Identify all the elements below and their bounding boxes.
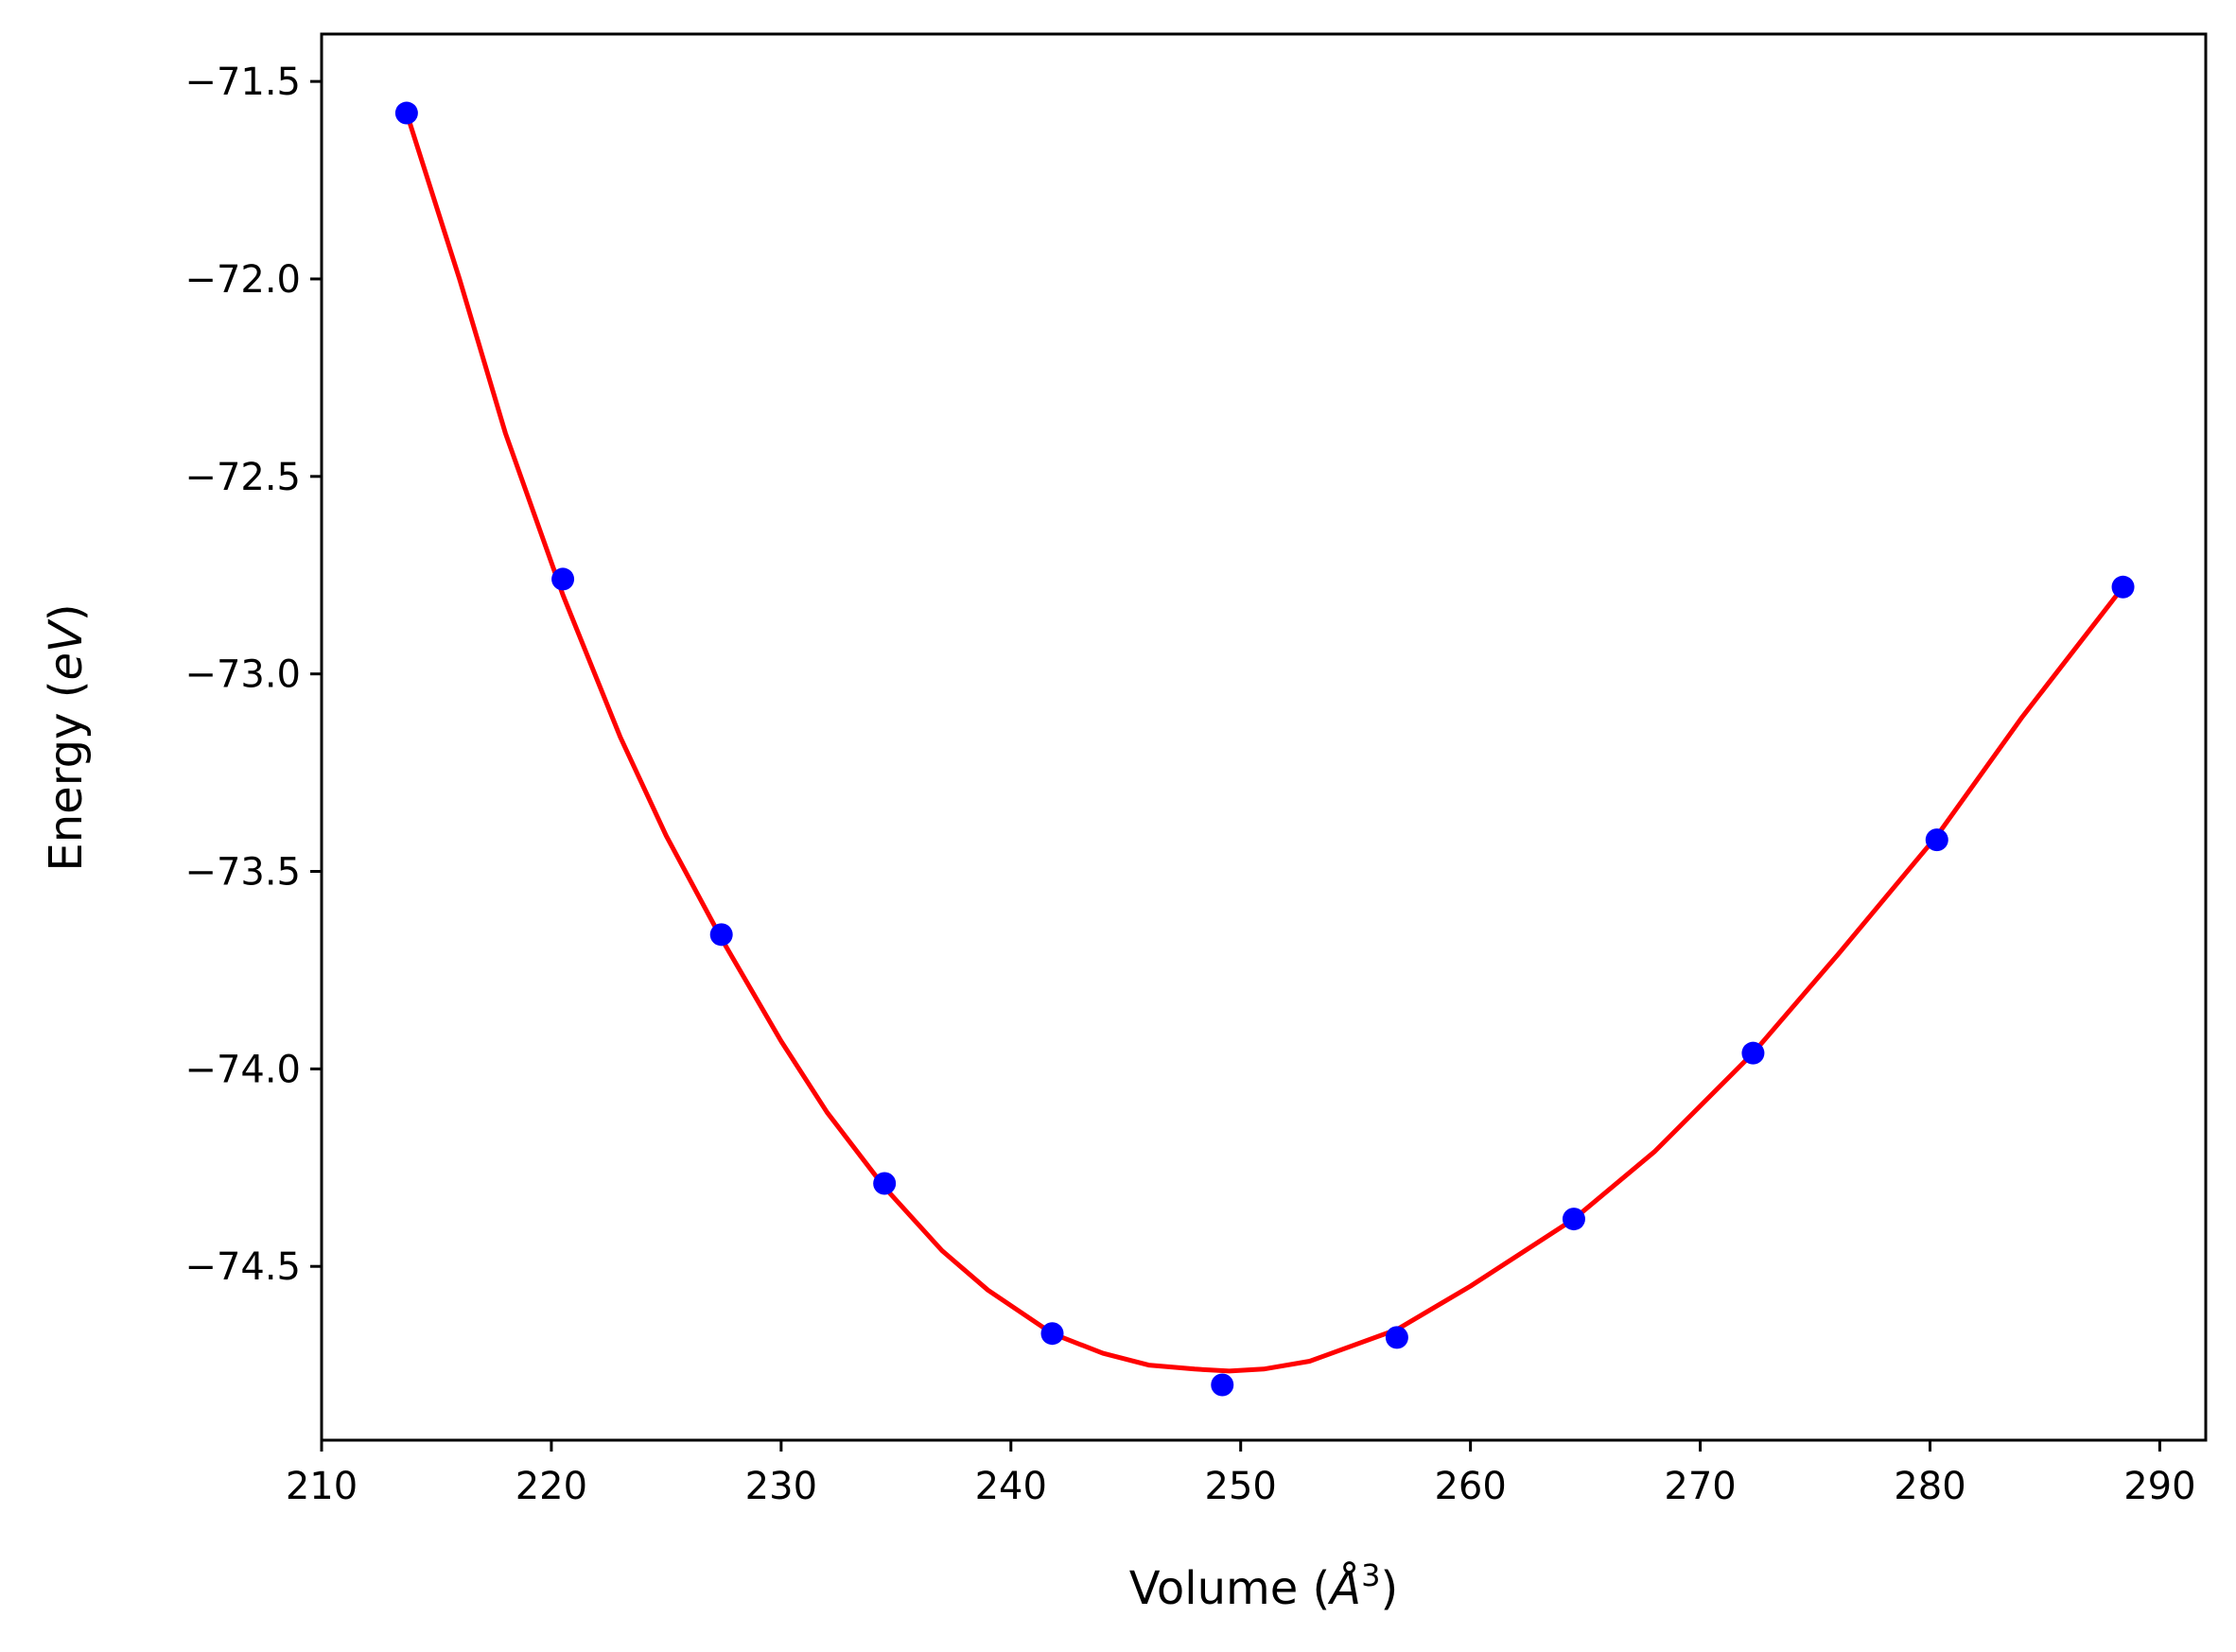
y-tick-label: −71.5 [184,61,301,104]
x-tick-label: 250 [1205,1465,1277,1508]
x-tick-label: 240 [975,1465,1047,1508]
x-tick-label: 210 [286,1465,358,1508]
x-tick-label: 220 [515,1465,587,1508]
y-axis-title: Energy (eV) [40,603,93,871]
x-tick-label: 260 [1434,1465,1506,1508]
x-axis-unit: Å [1327,1561,1361,1615]
data-point [873,1172,897,1195]
data-point [1385,1326,1408,1349]
data-point [1211,1373,1234,1397]
x-tick-label: 230 [745,1465,817,1508]
y-tick-label: −73.5 [184,851,301,895]
y-axis-unit: eV [40,618,93,681]
data-point [1562,1208,1585,1231]
plot-frame [320,32,2208,1442]
data-point [2111,575,2135,599]
y-tick-label: −72.5 [184,456,301,499]
data-point [551,567,575,591]
data-point [1040,1322,1064,1346]
fit-curve-line [404,111,2125,1374]
y-ticks: −71.5 −72.0 −72.5 −73.0 −73.5 −74.0 −74.5 [184,61,322,1289]
x-axis-title: Volume (Å3) [1129,1557,1398,1615]
y-tick-label: −74.0 [184,1048,301,1091]
data-point [1925,828,1948,852]
x-tick-label: 270 [1664,1465,1736,1508]
x-axis-exponent: 3 [1361,1557,1380,1593]
data-point [1741,1041,1765,1065]
y-tick-label: −73.0 [184,653,301,697]
x-tick-label: 290 [2123,1465,2195,1508]
plot-marks [394,101,2135,1397]
y-tick-label: −72.0 [184,258,301,302]
y-tick-label: −74.5 [184,1245,301,1289]
data-point [709,923,733,947]
x-tick-label: 280 [1894,1465,1965,1508]
x-ticks: 210 220 230 240 250 260 270 280 290 [286,1440,2196,1508]
data-point [394,101,418,125]
